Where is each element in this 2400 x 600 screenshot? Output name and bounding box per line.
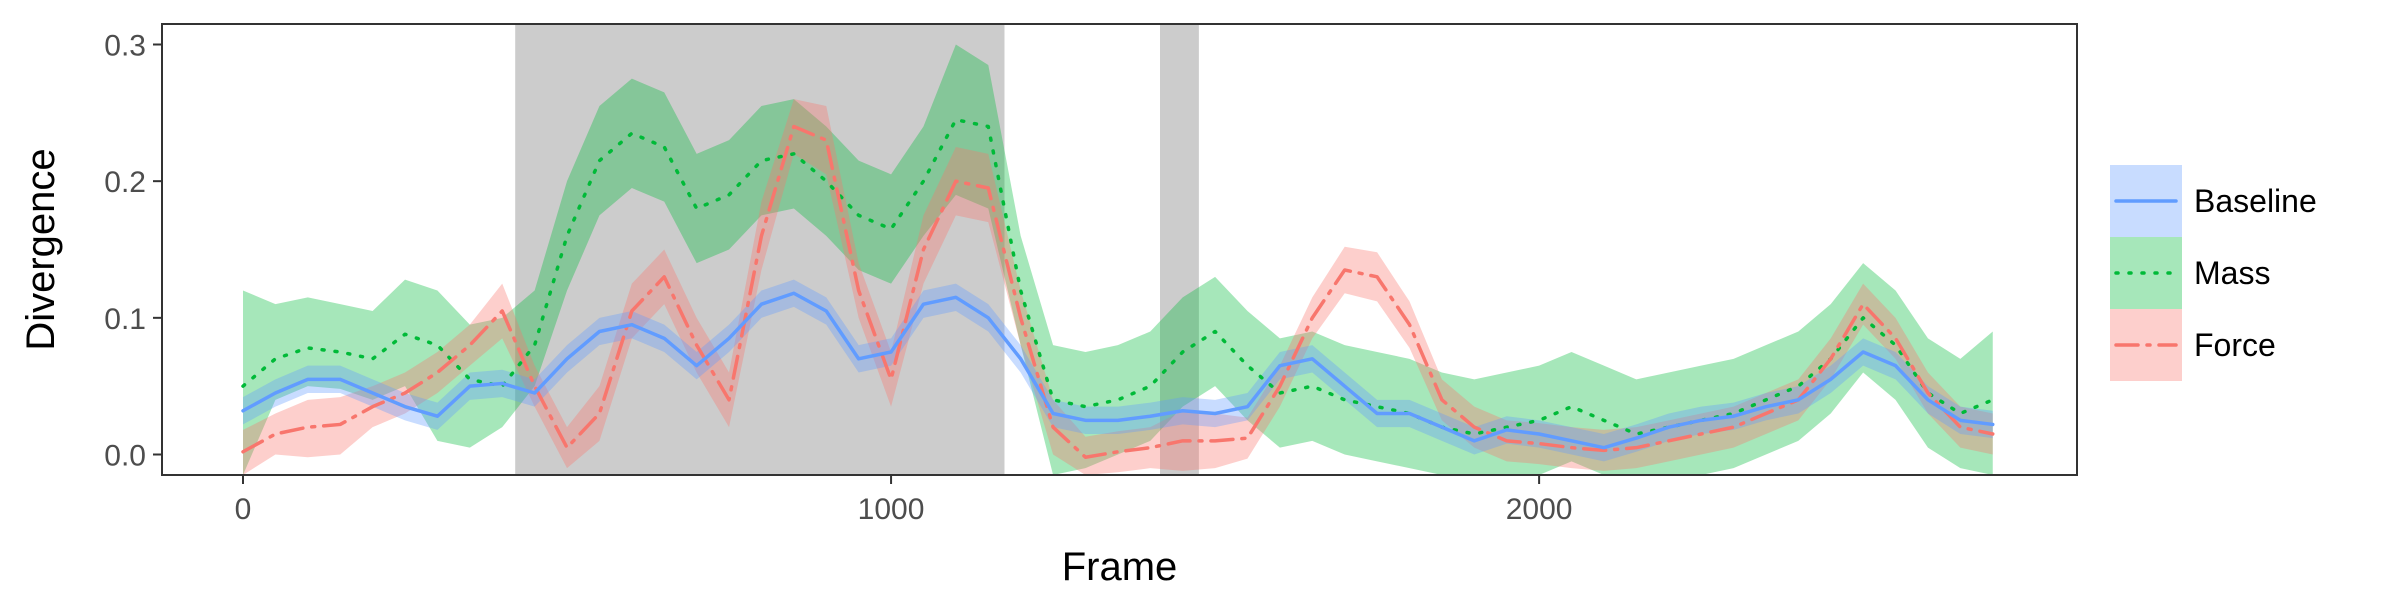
x-tick-label: 2000 xyxy=(1506,493,1573,526)
baseline-band xyxy=(243,279,1993,462)
legend-item-mass: Mass xyxy=(2110,237,2270,309)
shaded-region-2 xyxy=(1160,24,1199,475)
axes: 0 1000 2000 0.0 0.1 0.2 0.3 xyxy=(104,30,1572,527)
force-line xyxy=(241,124,1995,459)
legend-item-force: Force xyxy=(2110,309,2276,381)
y-tick-label: 0.0 xyxy=(104,440,146,473)
mass-band xyxy=(243,44,1993,475)
baseline-line xyxy=(241,291,1995,450)
legend-label-mass: Mass xyxy=(2194,255,2270,291)
x-axis-title: Frame xyxy=(1062,545,1178,589)
confidence-bands xyxy=(243,44,1993,475)
legend-label-force: Force xyxy=(2194,327,2276,363)
x-tick-label: 0 xyxy=(235,493,252,526)
y-tick-label: 0.2 xyxy=(104,166,146,199)
legend-item-baseline: Baseline xyxy=(2110,165,2317,237)
legend-label-baseline: Baseline xyxy=(2194,183,2317,219)
x-tick-label: 1000 xyxy=(858,493,925,526)
series-lines xyxy=(241,117,1995,459)
y-axis-title: Divergence xyxy=(19,148,63,350)
y-tick-label: 0.3 xyxy=(104,30,146,63)
plot-panel-border xyxy=(161,23,2078,476)
legend: Baseline Mass Force xyxy=(2110,165,2317,381)
y-tick-label: 0.1 xyxy=(104,303,146,336)
